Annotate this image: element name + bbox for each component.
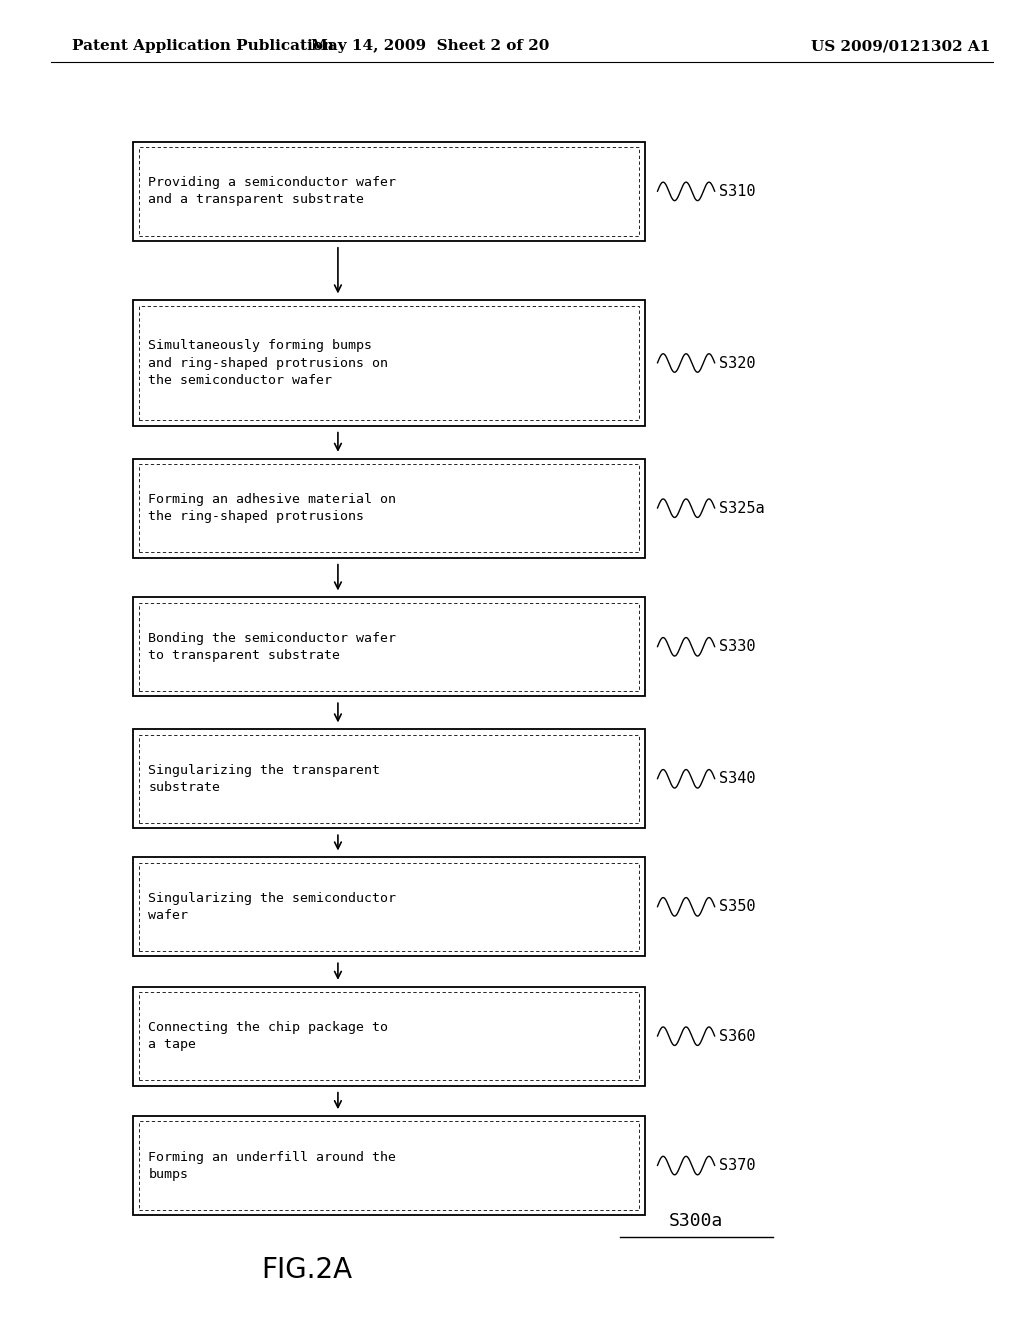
Text: S310: S310 (719, 183, 756, 199)
Text: S325a: S325a (719, 500, 765, 516)
Text: S340: S340 (719, 771, 756, 787)
Text: S350: S350 (719, 899, 756, 915)
Text: Forming an adhesive material on
the ring-shaped protrusions: Forming an adhesive material on the ring… (148, 494, 396, 523)
Text: May 14, 2009  Sheet 2 of 20: May 14, 2009 Sheet 2 of 20 (311, 40, 549, 53)
Text: Singularizing the semiconductor
wafer: Singularizing the semiconductor wafer (148, 892, 396, 921)
Text: S320: S320 (719, 355, 756, 371)
Text: Patent Application Publication: Patent Application Publication (72, 40, 334, 53)
Text: Singularizing the transparent
substrate: Singularizing the transparent substrate (148, 764, 381, 793)
FancyBboxPatch shape (133, 1115, 645, 1214)
FancyBboxPatch shape (133, 459, 645, 557)
FancyBboxPatch shape (133, 597, 645, 697)
Text: S330: S330 (719, 639, 756, 655)
FancyBboxPatch shape (133, 858, 645, 956)
Text: S360: S360 (719, 1028, 756, 1044)
Text: S300a: S300a (669, 1212, 724, 1230)
Text: S370: S370 (719, 1158, 756, 1173)
Text: Simultaneously forming bumps
and ring-shaped protrusions on
the semiconductor wa: Simultaneously forming bumps and ring-sh… (148, 339, 388, 387)
Text: Forming an underfill around the
bumps: Forming an underfill around the bumps (148, 1151, 396, 1180)
Text: Providing a semiconductor wafer
and a transparent substrate: Providing a semiconductor wafer and a tr… (148, 177, 396, 206)
FancyBboxPatch shape (133, 143, 645, 242)
Text: FIG.2A: FIG.2A (262, 1255, 352, 1284)
Text: Bonding the semiconductor wafer
to transparent substrate: Bonding the semiconductor wafer to trans… (148, 632, 396, 661)
FancyBboxPatch shape (133, 729, 645, 829)
FancyBboxPatch shape (133, 987, 645, 1085)
Text: US 2009/0121302 A1: US 2009/0121302 A1 (811, 40, 991, 53)
Text: Connecting the chip package to
a tape: Connecting the chip package to a tape (148, 1022, 388, 1051)
FancyBboxPatch shape (133, 301, 645, 425)
